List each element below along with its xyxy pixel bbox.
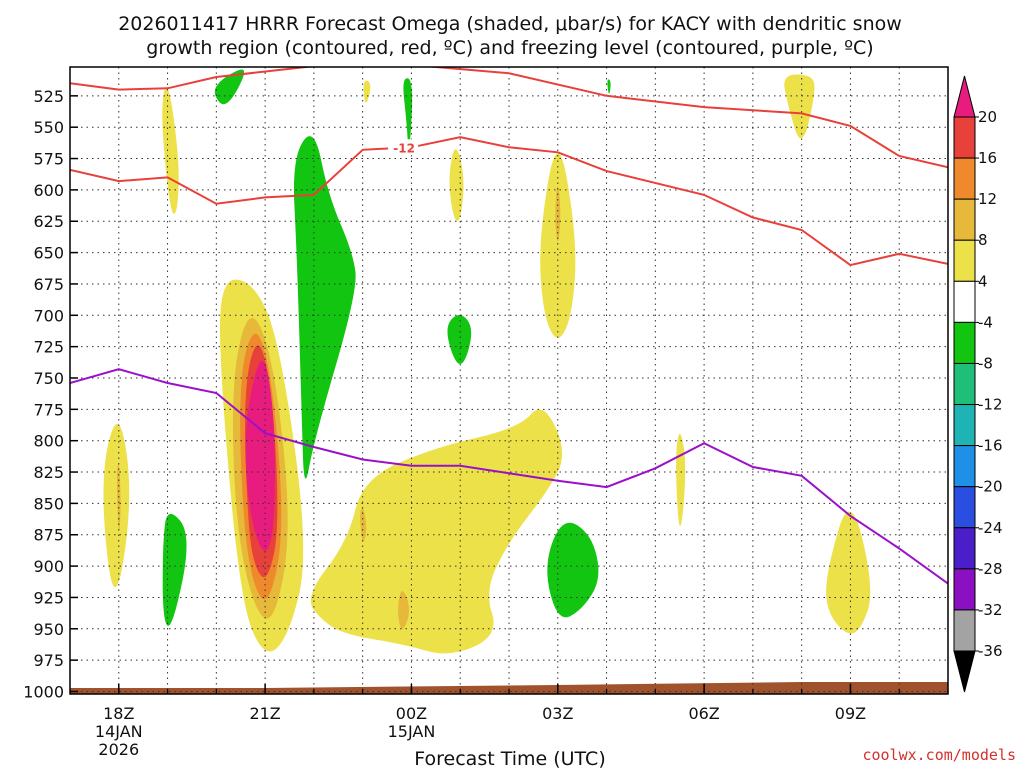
chart-title-line2: growth region (contoured, red, ºC) and f… (146, 37, 873, 59)
xtick-label-18Z: 18Z (103, 704, 134, 723)
ground-strip (70, 682, 948, 694)
ytick-label-575: 575 (33, 150, 64, 169)
omega-region-12 (403, 78, 413, 149)
omega-region-15 (540, 153, 576, 338)
ytick-label-825: 825 (33, 463, 64, 482)
colorbar-label-8: -16 (978, 437, 1003, 455)
omega-region-13 (449, 149, 464, 221)
colorbar-label-4: 4 (978, 272, 988, 290)
colorbar-label-12: -32 (978, 601, 1003, 619)
omega-region-23 (784, 74, 815, 139)
omega-region-0 (103, 423, 130, 588)
xtick-label-03Z: 03Z (542, 704, 573, 723)
chart-title-line1: 2026011417 HRRR Forecast Omega (shaded, … (118, 13, 902, 35)
colorbar-label-7: -12 (978, 396, 1003, 414)
omega-region-16 (555, 186, 561, 242)
colorbar-label-11: -28 (978, 560, 1003, 578)
colorbar-bin-3 (953, 239, 976, 282)
xtick-label-21Z: 21Z (249, 704, 280, 723)
contour-label: -12 (393, 141, 415, 155)
ytick-label-675: 675 (33, 275, 64, 294)
contour-label-bg (388, 139, 419, 156)
ytick-label-750: 750 (33, 369, 64, 388)
x-axis-label: Forecast Time (UTC) (414, 748, 605, 768)
colorbar-label-0: 20 (978, 108, 997, 126)
source-credit: coolwx.com/models (862, 746, 1016, 764)
ytick-label-850: 850 (33, 494, 64, 513)
xtick-label-06Z: 06Z (688, 704, 719, 723)
xtick-label-09Z: 09Z (835, 704, 866, 723)
colorbar-bin-12 (953, 609, 976, 652)
colorbar-label-3: 8 (978, 231, 988, 249)
ytick-label-550: 550 (33, 118, 64, 137)
ytick-label-1000: 1000 (23, 682, 64, 701)
colorbar-bin-8 (953, 445, 976, 488)
contour-lines: -12 (70, 67, 948, 585)
xtick-label-00Z: 00Z (396, 704, 427, 723)
omega-region-17 (310, 409, 563, 654)
omega-region-24 (826, 511, 871, 634)
ytick-label-800: 800 (33, 432, 64, 451)
ytick-label-925: 925 (33, 588, 64, 607)
ytick-label-875: 875 (33, 526, 64, 545)
colorbar-label-2: 12 (978, 190, 997, 208)
colorbar-label-10: -24 (978, 519, 1003, 537)
xtick-date-00Z: 15JAN (388, 722, 436, 741)
colorbar-label-13: -36 (978, 642, 1003, 660)
ytick-label-950: 950 (33, 620, 64, 639)
colorbar-bin-9 (953, 486, 976, 529)
omega-region-21 (676, 433, 686, 527)
colorbar-bin-11 (953, 568, 976, 611)
colorbar-bin-7 (953, 404, 976, 447)
ytick-label-725: 725 (33, 338, 64, 357)
omega-region-3 (162, 87, 179, 214)
colorbar-label-9: -20 (978, 478, 1003, 496)
colorbar-bin-2 (953, 198, 976, 241)
omega-region-19 (360, 507, 367, 542)
dgz-top-contour (70, 67, 948, 169)
dgz-bottom-contour (70, 136, 948, 267)
colorbar-bin-1 (953, 157, 976, 200)
ytick-label-600: 600 (33, 181, 64, 200)
omega-region-9 (293, 136, 356, 479)
colorbar-bottom-triangle (953, 650, 976, 693)
ytick-label-700: 700 (33, 306, 64, 325)
omega-region-11 (363, 80, 371, 103)
colorbar-bin-6 (953, 362, 976, 406)
colorbar-label-6: -8 (978, 354, 993, 372)
xtick-date-18Z: 14JAN (95, 722, 143, 741)
ytick-label-625: 625 (33, 212, 64, 231)
colorbar-bin-0 (953, 116, 976, 159)
omega-region-2 (162, 513, 187, 626)
colorbar-label-1: 16 (978, 149, 997, 167)
ground-terrain (70, 682, 948, 694)
ytick-label-975: 975 (33, 651, 64, 670)
ytick-label-900: 900 (33, 557, 64, 576)
xtick-year-18Z: 2026 (98, 740, 139, 759)
y-axis-pressure-ticks: 525 550 575 600 625 650 675 700 725 750 775 800 825 8… (23, 87, 78, 701)
omega-region-10 (214, 69, 245, 105)
colorbar-bin-10 (953, 527, 976, 570)
omega-shading-layer (103, 69, 871, 654)
colorbar-label-5: -4 (978, 313, 993, 331)
omega-region-18 (398, 591, 409, 629)
colorbar-bin-5 (953, 321, 976, 364)
omega-region-20 (547, 522, 599, 618)
colorbar-bin-4 (953, 280, 976, 323)
omega-colorbar: 20 16 12 8 4 -4 -8 -12 -16 -20 -24 -28 -32 -36 (953, 75, 1003, 693)
ytick-label-775: 775 (33, 400, 64, 419)
omega-region-22 (607, 79, 611, 94)
omega-region-14 (447, 314, 472, 364)
ytick-label-650: 650 (33, 244, 64, 263)
freezing-level-contour (70, 368, 948, 585)
ytick-label-525: 525 (33, 87, 64, 106)
gridlines (70, 67, 949, 694)
colorbar-top-triangle (953, 75, 976, 118)
